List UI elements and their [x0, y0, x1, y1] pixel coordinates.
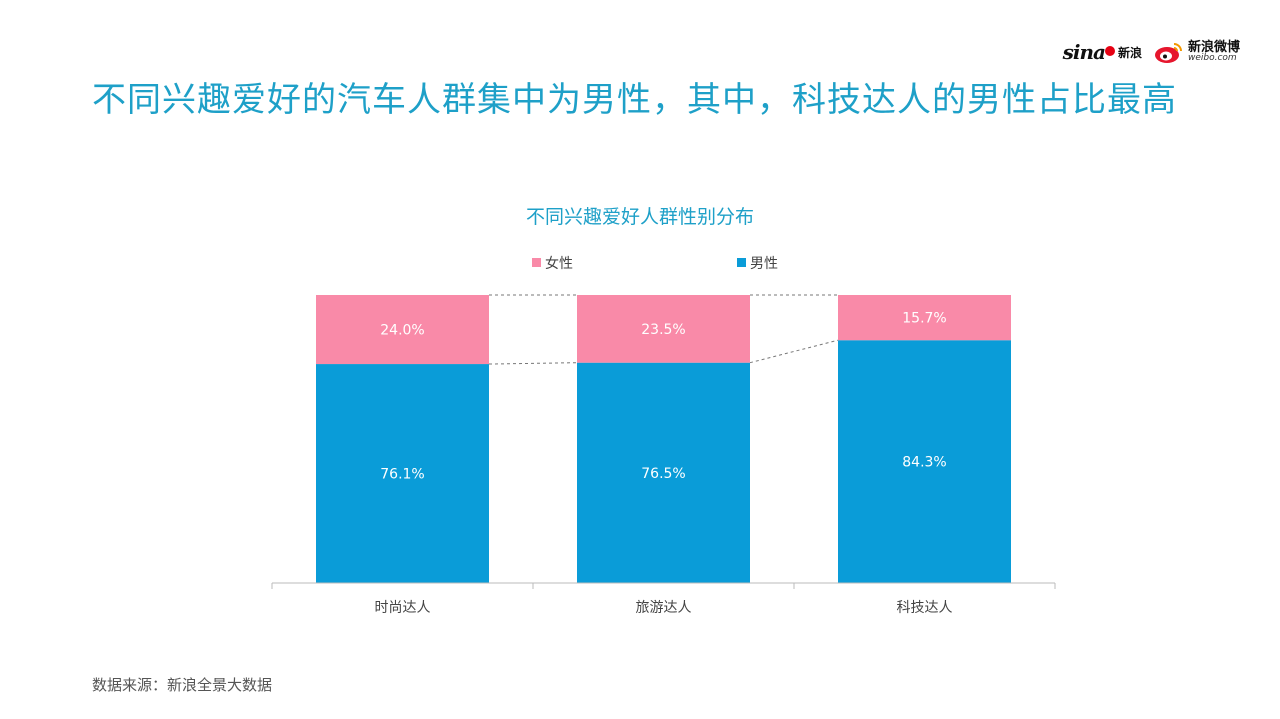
bar-female-2: [577, 295, 750, 363]
x-tick-label-2: 旅游达人: [636, 600, 692, 616]
x-tick-label-1: 时尚达人: [375, 600, 431, 616]
bar-male-2: [577, 362, 750, 583]
brand-logos: sina 新浪 新浪微博 weibo.com: [1063, 40, 1240, 64]
connector-mid-2: [749, 339, 839, 364]
page-headline: 不同兴趣爱好的汽车人群集中为男性，其中，科技达人的男性占比最高: [92, 80, 1177, 120]
weibo-icon: [1154, 43, 1182, 63]
weibo-label: 新浪微博: [1187, 40, 1240, 55]
legend-swatch-1: [532, 258, 541, 267]
sina-label: 新浪: [1117, 45, 1142, 60]
bar-male-3: [838, 340, 1011, 583]
bar-female-3: [838, 295, 1011, 341]
legend-label-2: 男性: [750, 256, 778, 272]
bar-male-1: [316, 364, 489, 583]
data-label-male-2: 76.5%: [641, 466, 685, 482]
connector-mid-1: [488, 362, 578, 365]
sina-logo: sina 新浪: [1063, 40, 1142, 64]
data-label-female-1: 24.0%: [380, 323, 424, 339]
weibo-logo: 新浪微博 weibo.com: [1154, 40, 1240, 64]
data-label-female-3: 15.7%: [902, 311, 946, 327]
bar-female-1: [316, 295, 489, 365]
data-label-male-1: 76.1%: [380, 467, 424, 483]
sina-eye-icon: [1104, 46, 1115, 56]
legend-swatch-2: [737, 258, 746, 267]
chart-title: 不同兴趣爱好人群性别分布: [525, 206, 754, 228]
data-label-female-2: 23.5%: [641, 322, 685, 338]
legend-label-1: 女性: [545, 255, 573, 272]
sina-wordmark: sina: [1062, 40, 1106, 64]
x-tick-label-3: 科技达人: [897, 600, 953, 616]
data-label-male-3: 84.3%: [902, 455, 946, 471]
data-source: 数据来源：新浪全景大数据: [92, 676, 273, 694]
weibo-url: weibo.com: [1187, 53, 1237, 63]
